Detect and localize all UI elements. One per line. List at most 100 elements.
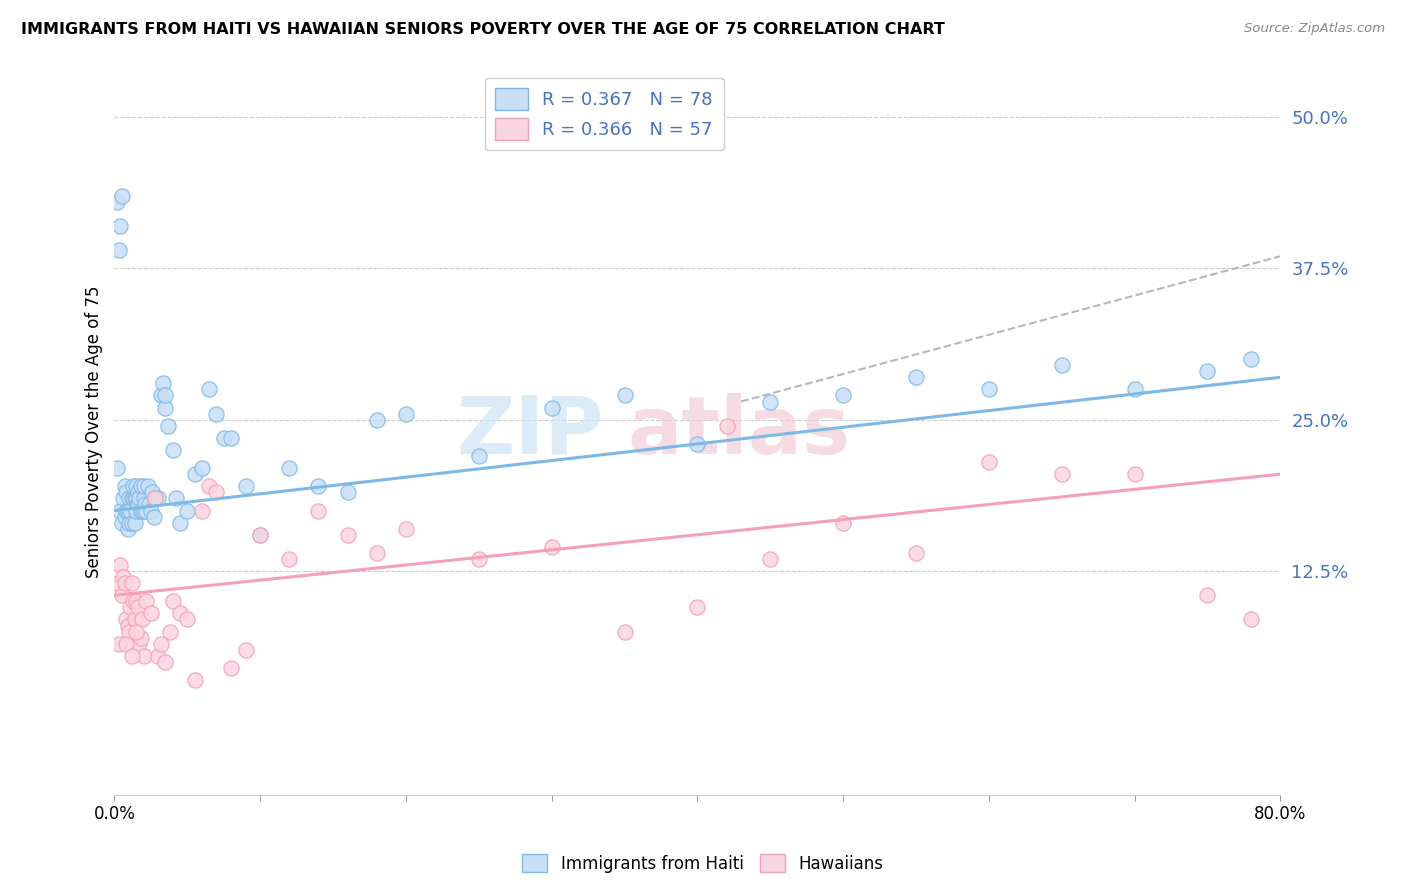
Point (129, 631, 152, 645)
Point (169, 516, 191, 530)
Point (176, 612, 198, 626)
Point (120, 503, 142, 517)
Point (139, 607, 162, 621)
Point (1197, 588, 1219, 602)
Point (138, 498, 160, 512)
Point (124, 491, 146, 506)
Point (152, 376, 174, 391)
Point (122, 594, 145, 608)
Point (307, 503, 329, 517)
Point (278, 552, 301, 566)
Point (129, 479, 152, 493)
Point (336, 485, 359, 500)
Point (141, 485, 163, 500)
Point (613, 388, 636, 402)
Point (249, 527, 271, 541)
Point (146, 491, 169, 506)
Point (235, 642, 257, 657)
Point (127, 600, 149, 615)
Point (162, 594, 184, 608)
Point (135, 594, 157, 608)
Point (613, 624, 636, 639)
Point (307, 479, 329, 493)
Point (150, 637, 173, 651)
Point (1123, 383, 1146, 397)
Point (110, 558, 132, 572)
Point (118, 491, 141, 506)
Point (169, 607, 191, 621)
Point (540, 540, 562, 554)
Point (110, 503, 132, 517)
Point (131, 612, 153, 626)
Point (191, 503, 214, 517)
Point (128, 491, 150, 506)
Point (1123, 467, 1146, 482)
Point (115, 612, 138, 626)
Point (142, 509, 165, 524)
Point (132, 479, 155, 493)
Point (125, 594, 148, 608)
Point (198, 383, 221, 397)
Point (150, 388, 173, 402)
Point (143, 491, 166, 506)
Point (125, 491, 148, 506)
Point (111, 516, 134, 530)
Point (977, 455, 1000, 469)
Point (115, 503, 138, 517)
Point (132, 491, 155, 506)
Point (155, 401, 177, 415)
Point (205, 485, 228, 500)
Point (128, 637, 150, 651)
Point (219, 661, 242, 675)
Point (183, 673, 205, 687)
Point (191, 461, 214, 475)
Point (134, 498, 156, 512)
Y-axis label: Seniors Poverty Over the Age of 75: Seniors Poverty Over the Age of 75 (86, 285, 103, 578)
Point (132, 503, 155, 517)
Point (249, 527, 271, 541)
Point (157, 418, 180, 433)
Point (125, 479, 148, 493)
Point (395, 407, 418, 421)
Point (105, 461, 128, 475)
Point (143, 491, 166, 506)
Point (136, 479, 159, 493)
Point (155, 655, 177, 669)
Point (125, 624, 148, 639)
Point (540, 401, 562, 415)
Point (146, 648, 169, 663)
Point (117, 503, 139, 517)
Point (139, 503, 162, 517)
Point (205, 407, 228, 421)
Point (832, 516, 855, 530)
Point (114, 479, 136, 493)
Point (107, 637, 129, 651)
Point (1197, 364, 1219, 378)
Point (105, 576, 128, 591)
Point (686, 437, 709, 451)
Point (107, 243, 129, 257)
Point (159, 624, 181, 639)
Point (117, 522, 139, 536)
Point (114, 509, 136, 524)
Point (118, 516, 141, 530)
Point (1240, 612, 1263, 626)
Point (121, 491, 143, 506)
Point (124, 612, 146, 626)
Point (977, 383, 1000, 397)
Point (135, 503, 157, 517)
Point (183, 467, 205, 482)
Point (121, 648, 143, 663)
Point (125, 503, 148, 517)
Point (124, 516, 146, 530)
Point (121, 576, 143, 591)
Point (114, 576, 136, 591)
Point (162, 442, 184, 457)
Point (121, 516, 143, 530)
Point (395, 522, 418, 536)
Point (366, 546, 388, 560)
Point (127, 498, 149, 512)
Point (111, 588, 134, 602)
Point (165, 491, 187, 506)
Point (117, 618, 139, 632)
